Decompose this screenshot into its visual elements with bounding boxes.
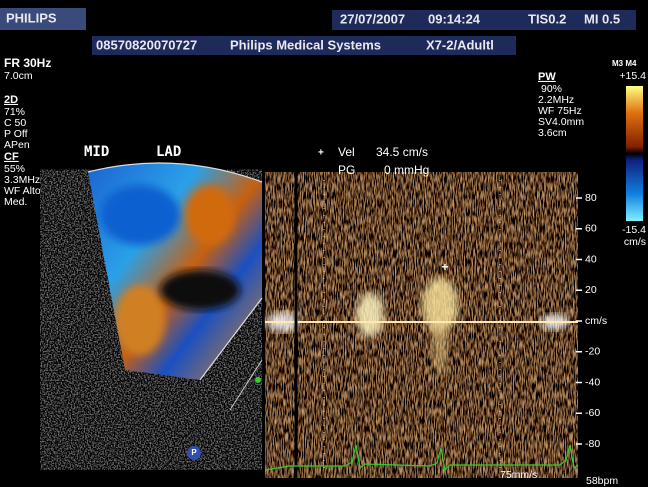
view-label-lad: LAD	[156, 144, 181, 160]
probe: X7-2/Adultl	[426, 37, 494, 52]
date: 27/07/2007	[340, 11, 405, 26]
colorbar	[626, 86, 643, 221]
patient-id: 08570820070727	[96, 37, 197, 52]
gain-cf: 55%	[4, 163, 25, 175]
vel-value: 34.5 cm/s	[376, 145, 428, 159]
pw-sample-volume: SV4.0mm	[538, 116, 584, 128]
scale-label: 80	[585, 192, 597, 204]
tis: TIS0.2	[528, 11, 566, 26]
status-bar	[332, 10, 636, 30]
mode-2d: 2D	[4, 94, 18, 106]
info-bar	[92, 36, 516, 55]
compression: C 50	[4, 117, 26, 129]
pw-wall-filter: WF 75Hz	[538, 105, 582, 117]
time: 09:14:24	[428, 11, 481, 26]
scale-label: -40	[585, 376, 600, 388]
setting-cf: Med.	[4, 196, 27, 208]
depth: 7.0cm	[4, 70, 33, 82]
scale-label: -60	[585, 407, 600, 419]
wall-filter-cf: WF Alto	[4, 185, 41, 197]
scale-label: cm/s	[585, 315, 607, 327]
preset: APen	[4, 139, 30, 151]
colorbar-min: -15.4	[622, 224, 646, 236]
scale-label: 60	[585, 223, 597, 235]
colorbar-max: +15.4	[619, 70, 646, 82]
frame-rate: FR 30Hz	[4, 56, 51, 70]
heart-rate: 58bpm	[586, 475, 618, 487]
view-label-mid: MID	[84, 144, 109, 160]
scale-label: 40	[585, 253, 597, 265]
mode-cf: CF	[4, 151, 19, 163]
doppler-spectrum: +	[264, 172, 579, 478]
pw-freq: 2.2MHz	[538, 94, 574, 106]
colorbar-unit: cm/s	[624, 236, 646, 248]
probe-icon: P	[191, 448, 197, 457]
colorbar-map: M3 M4	[612, 59, 637, 68]
scale-label: -20	[585, 346, 600, 358]
scale-label: -80	[585, 438, 600, 450]
institution: Philips Medical Systems	[230, 37, 381, 52]
gain-2d: 71%	[4, 106, 25, 118]
svg-text:+: +	[318, 148, 324, 159]
pg-label: PG	[338, 163, 355, 177]
brand-box	[0, 8, 86, 30]
velocity-scale: 80 60 40 20 cm/s -20 -40 -60 -80	[576, 192, 607, 450]
svg-text:+: +	[441, 260, 448, 274]
pg-value: 0 mmHg	[384, 163, 429, 177]
brand: PHILIPS	[6, 10, 57, 25]
pw-depth: 3.6cm	[538, 127, 567, 139]
sweep-speed: 75mm/s	[500, 469, 537, 481]
scale-label: 20	[585, 284, 597, 296]
sector-image: P	[40, 162, 263, 470]
pw-gain: 90%	[541, 83, 562, 95]
persistence: P Off	[4, 128, 28, 140]
mi: MI 0.5	[584, 11, 620, 26]
vel-label: Vel	[338, 145, 355, 159]
pw-mode: PW	[538, 71, 556, 83]
freq-cf: 3.3MHz	[4, 174, 40, 186]
